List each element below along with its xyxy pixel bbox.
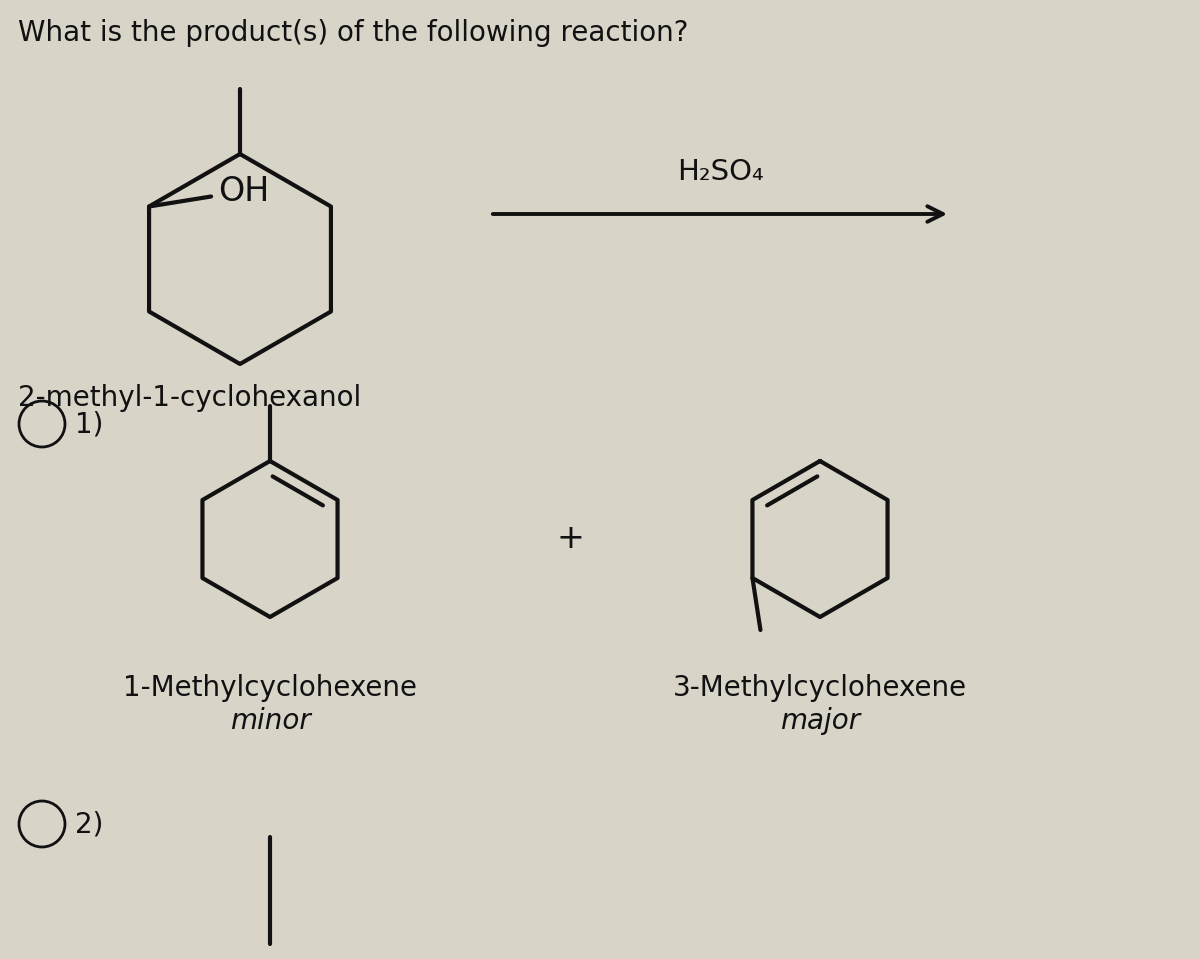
Text: 2-methyl-1-cyclohexanol: 2-methyl-1-cyclohexanol (18, 384, 361, 412)
Text: 1): 1) (74, 410, 103, 438)
Text: major: major (780, 707, 860, 735)
Text: +: + (556, 523, 584, 555)
Text: H₂SO₄: H₂SO₄ (677, 158, 763, 186)
Text: 3-Methylcyclohexene: 3-Methylcyclohexene (673, 674, 967, 702)
Text: 1-Methylcyclohexene: 1-Methylcyclohexene (124, 674, 418, 702)
Text: OH: OH (218, 175, 269, 208)
Text: What is the product(s) of the following reaction?: What is the product(s) of the following … (18, 19, 689, 47)
Text: minor: minor (229, 707, 311, 735)
Text: 2): 2) (74, 810, 103, 838)
